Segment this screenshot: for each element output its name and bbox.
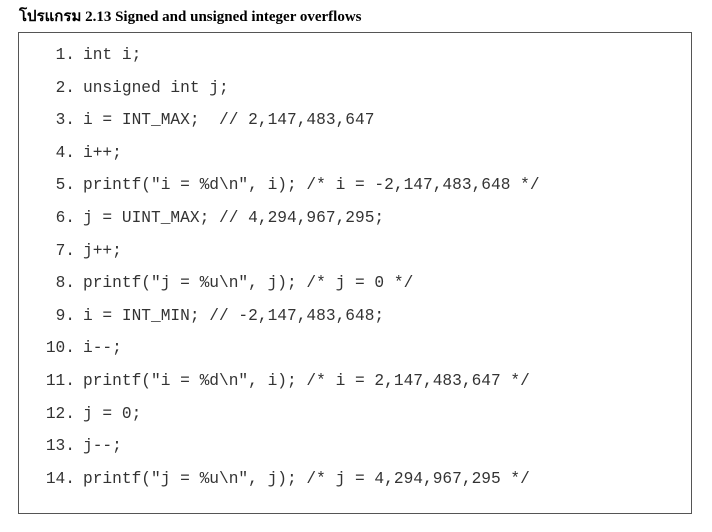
code-line: 2. unsigned int j;: [33, 72, 683, 105]
line-code: j--;: [83, 437, 122, 456]
code-line: 3. i = INT_MAX; // 2,147,483,647: [33, 104, 683, 137]
line-code: printf("j = %u\n", j); /* j = 4,294,967,…: [83, 469, 530, 488]
line-number: 7.: [55, 241, 75, 260]
code-line: 12. j = 0;: [33, 398, 683, 431]
line-code: i++;: [83, 143, 122, 162]
line-number: 4.: [55, 143, 75, 162]
line-code: j++;: [83, 241, 122, 260]
code-line: 4. i++;: [33, 137, 683, 170]
code-listing-box: 1. int i; 2. unsigned int j; 3. i = INT_MAX…: [18, 32, 692, 514]
line-number: 2.: [55, 78, 75, 97]
line-number: 3.: [55, 111, 75, 130]
line-code: printf("i = %d\n", i); /* i = -2,147,483…: [83, 176, 540, 195]
code-line: 10. i--;: [33, 332, 683, 365]
line-number: 9.: [55, 306, 75, 325]
line-number: 6.: [55, 208, 75, 227]
line-code: i = INT_MIN; // -2,147,483,648;: [83, 306, 385, 325]
code-line: 6. j = UINT_MAX; // 4,294,967,295;: [33, 202, 683, 235]
program-caption: โปรแกรม 2.13 Signed and unsigned integer…: [19, 9, 362, 25]
line-code: i--;: [83, 339, 122, 358]
code-line: 8. printf("j = %u\n", j); /* j = 0 */: [33, 267, 683, 300]
code-line: 11. printf("i = %d\n", i); /* i = 2,147,4…: [33, 365, 683, 398]
line-number: 14.: [45, 469, 75, 488]
line-code: unsigned int j;: [83, 78, 229, 97]
code-line: 13. j--;: [33, 430, 683, 463]
line-number: 8.: [55, 274, 75, 293]
line-code: printf("j = %u\n", j); /* j = 0 */: [83, 274, 414, 293]
code-line: 7. j++;: [33, 235, 683, 268]
line-code: printf("i = %d\n", i); /* i = 2,147,483,…: [83, 371, 530, 390]
code-line: 5. printf("i = %d\n", i); /* i = -2,147,4…: [33, 169, 683, 202]
line-number: 12.: [45, 404, 75, 423]
line-code: j = 0;: [83, 404, 142, 423]
code-line: 1. int i;: [33, 39, 683, 72]
code-lines: 1. int i; 2. unsigned int j; 3. i = INT_MAX…: [33, 39, 683, 495]
line-code: int i;: [83, 46, 142, 64]
line-code: i = INT_MAX; // 2,147,483,647: [83, 111, 375, 130]
code-line: 9. i = INT_MIN; // -2,147,483,648;: [33, 300, 683, 333]
line-number: 11.: [45, 371, 75, 390]
line-number: 5.: [55, 176, 75, 195]
line-number: 13.: [45, 437, 75, 456]
line-code: j = UINT_MAX; // 4,294,967,295;: [83, 208, 385, 227]
code-line: 14. printf("j = %u\n", j); /* j = 4,294,9…: [33, 463, 683, 496]
line-number: 10.: [45, 339, 75, 358]
line-number: 1.: [55, 46, 75, 64]
